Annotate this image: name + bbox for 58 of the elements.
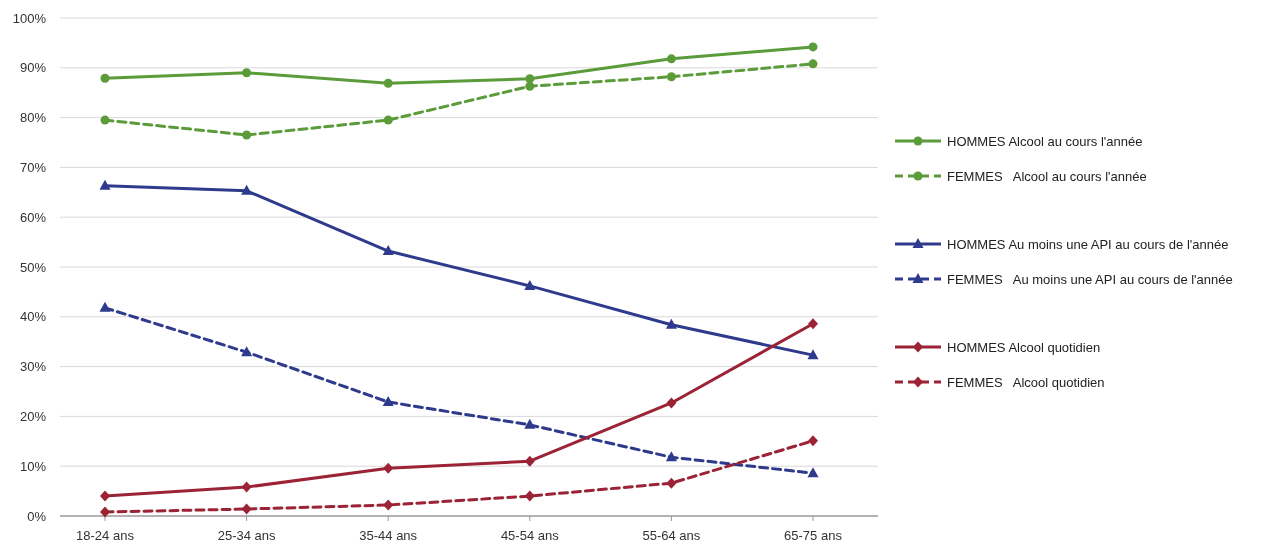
point (99, 179, 111, 190)
point (241, 481, 252, 493)
x-tick-label: 25-34 ans (217, 528, 277, 543)
point (242, 68, 252, 78)
point (525, 81, 535, 91)
x-tick-label: 35-44 ans (359, 528, 418, 543)
point (383, 462, 394, 474)
point (383, 78, 393, 88)
point (99, 301, 111, 312)
point (808, 435, 818, 447)
legend-label: HOMMES Alcool au cours l'année (947, 133, 1143, 149)
point (241, 503, 252, 515)
legend-label: HOMMES Au moins une API au cours de l'année (947, 236, 1229, 252)
point (100, 490, 110, 502)
legend-label: FEMMES Au moins une API au cours de l'année (947, 271, 1233, 287)
y-tick-label: 30% (19, 359, 47, 375)
y-tick-label: 100% (12, 10, 47, 26)
y-tick-label: 80% (19, 110, 47, 126)
point (524, 490, 535, 502)
point (242, 130, 252, 140)
y-tick-label: 70% (19, 159, 47, 175)
point (100, 73, 110, 83)
x-tick-label: 65-75 ans (784, 528, 843, 543)
point (100, 506, 110, 518)
point (525, 74, 535, 84)
y-tick-label: 50% (19, 259, 47, 275)
y-tick-label: 10% (19, 458, 47, 474)
point (808, 59, 818, 69)
point (524, 279, 536, 290)
point (382, 245, 394, 256)
point (241, 346, 253, 357)
point (666, 397, 677, 409)
y-tick-label: 90% (19, 60, 47, 76)
point (666, 477, 677, 489)
y-tick-label: 0% (27, 508, 47, 524)
point (807, 349, 819, 360)
point (383, 499, 394, 511)
point (241, 184, 253, 195)
x-tick-label: 18-24 ans (76, 528, 135, 543)
y-tick-label: 40% (19, 309, 47, 325)
point (808, 318, 818, 330)
legend-label: FEMMES Alcool quotidien (947, 374, 1105, 390)
legend-label: HOMMES Alcool quotidien (947, 339, 1101, 355)
legend-label: FEMMES Alcool au cours l'année (947, 168, 1147, 184)
y-tick-label: 60% (19, 209, 47, 225)
point (382, 395, 394, 406)
x-tick-label: 45-54 ans (500, 528, 560, 543)
point (807, 467, 819, 478)
point (524, 418, 536, 429)
point (666, 72, 676, 82)
point (383, 115, 393, 125)
x-tick-label: 55-64 ans (642, 528, 701, 543)
point (666, 54, 676, 64)
point (665, 318, 677, 329)
point (100, 115, 110, 125)
y-tick-label: 20% (19, 408, 47, 424)
point (665, 451, 677, 462)
point (808, 42, 818, 52)
